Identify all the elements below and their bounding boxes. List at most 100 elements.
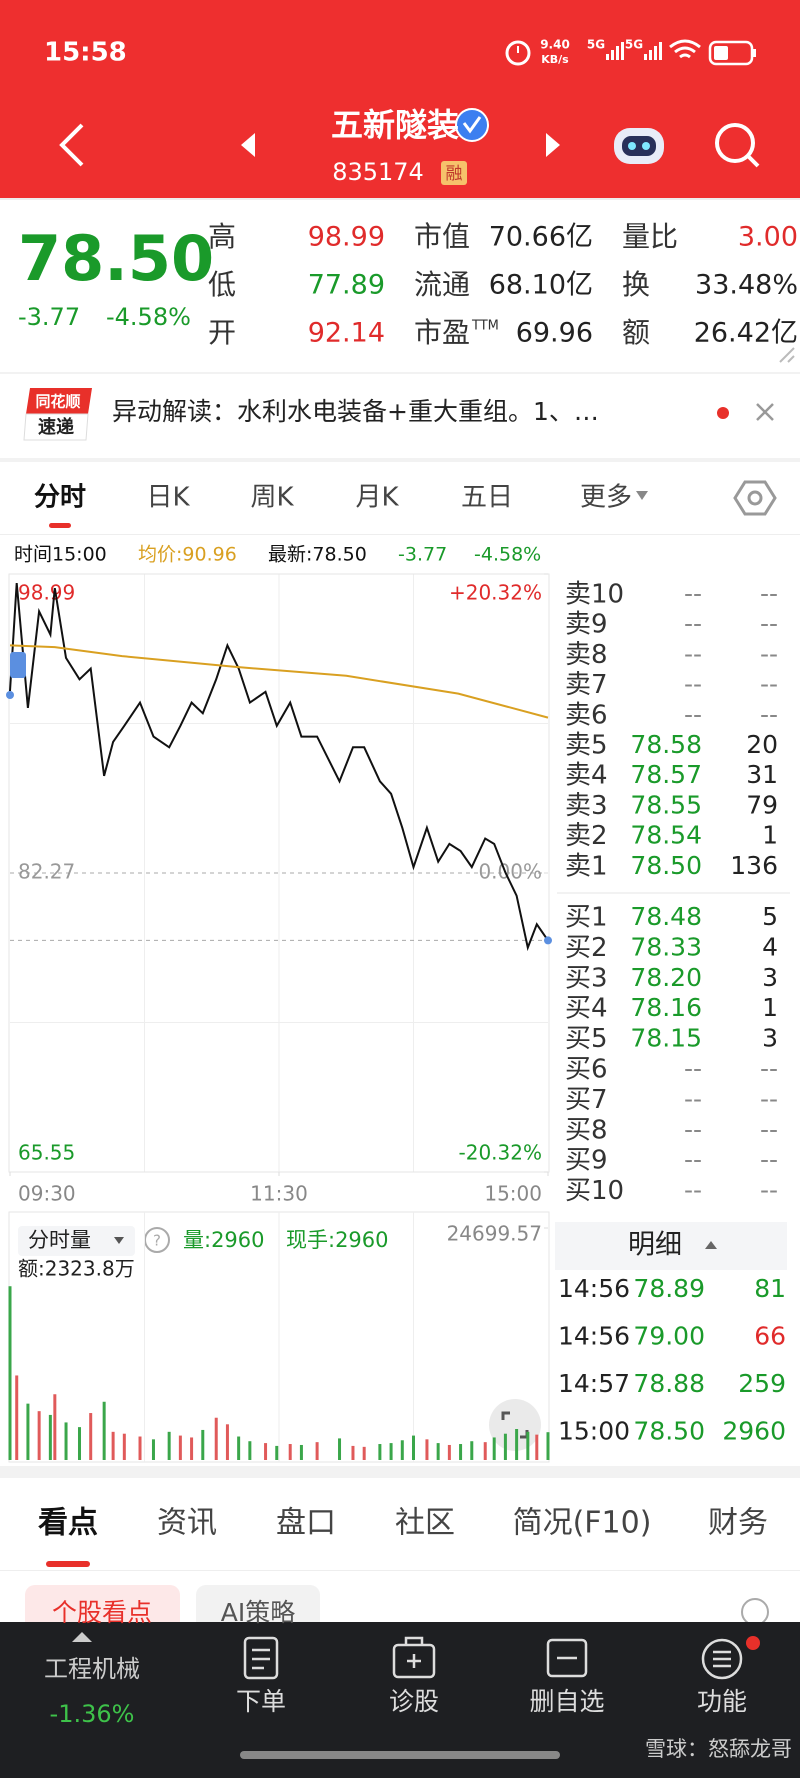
watermark: 雪球：怒舔龙哥 [645, 1737, 792, 1761]
volume-bar [288, 1444, 292, 1460]
expand-button[interactable] [489, 1399, 541, 1451]
network: 5G [625, 38, 643, 52]
book-volume: 3 [762, 1024, 778, 1053]
book-level: 卖3 [565, 791, 608, 821]
book-level: 卖6 [565, 700, 608, 730]
sub-tab-label: 个股看点 [52, 1598, 152, 1627]
book-volume: -- [760, 1115, 778, 1144]
x-tick-label: 09:30 [18, 1182, 76, 1206]
bottom-tab[interactable]: 看点 [38, 1506, 98, 1541]
book-level: 买10 [565, 1176, 624, 1206]
info-icon[interactable] [741, 1598, 769, 1626]
volume-bar [412, 1435, 415, 1460]
book-price: -- [684, 609, 702, 638]
volume-title: 分时量 [28, 1228, 91, 1252]
detail-price: 78.50 [633, 1417, 705, 1446]
detail-price: 78.89 [633, 1274, 705, 1303]
chart-tab[interactable]: 周K [250, 483, 294, 513]
volume-bar [178, 1435, 182, 1460]
stat-value: 68.10亿 [489, 270, 593, 301]
dropdown-arrow [114, 1237, 124, 1244]
nav-item[interactable]: 下单 [236, 1687, 286, 1716]
news-logo-top: 同花顺 [35, 393, 80, 411]
volume-bar [15, 1375, 19, 1460]
chart-tab[interactable]: 更多 [580, 483, 632, 513]
last-price: 78.50 [18, 222, 214, 295]
more-arrow [636, 491, 648, 500]
book-level: 买2 [565, 933, 608, 963]
volume-bar [151, 1439, 155, 1460]
book-price: 78.16 [630, 993, 702, 1022]
stat-label: 市盈 [414, 316, 470, 349]
volume-bar [400, 1440, 404, 1460]
book-level: 买5 [565, 1024, 608, 1054]
book-level: 卖9 [565, 610, 608, 640]
book-volume: -- [760, 1176, 778, 1205]
avg-line [9, 644, 549, 719]
book-volume: -- [760, 1084, 778, 1113]
stat-value: 98.99 [308, 222, 385, 253]
back-button[interactable] [59, 123, 84, 167]
volume-bar [26, 1403, 30, 1460]
chart-tab[interactable]: 五日 [461, 483, 513, 513]
volume-selector[interactable] [18, 1226, 135, 1256]
stat-label: 低 [208, 268, 236, 301]
stat-label: 高 [208, 220, 236, 253]
book-price: 78.58 [630, 730, 702, 759]
nav-item[interactable]: 删自选 [529, 1687, 604, 1716]
book-price: 78.20 [630, 963, 702, 992]
close-news[interactable] [756, 403, 774, 421]
book-price: -- [684, 1115, 702, 1144]
volume-bar [167, 1431, 171, 1460]
bottom-tab[interactable]: 财务 [708, 1506, 768, 1541]
prev-stock[interactable] [241, 133, 255, 157]
chart-tab[interactable]: 月K [355, 483, 399, 513]
nav-item[interactable]: 诊股 [389, 1687, 439, 1716]
volume-bar [237, 1436, 241, 1460]
book-price: 78.33 [630, 932, 702, 961]
detail-price: 79.00 [633, 1322, 705, 1351]
corner-mark [779, 347, 795, 363]
next-stock[interactable] [546, 133, 560, 157]
search-button[interactable] [715, 123, 760, 168]
chart-tab[interactable]: 分时 [34, 483, 86, 513]
book-price: -- [684, 670, 702, 699]
news-text: 异动解读：水利水电装备+重大重组。1、… [112, 397, 599, 426]
stat-value: 69.96 [516, 318, 593, 349]
info-latest: 最新:78.50 [268, 544, 367, 566]
volume-bar [526, 1431, 530, 1460]
volume-bar [64, 1422, 68, 1460]
book-level: 卖10 [565, 580, 624, 610]
detail-volume: 259 [738, 1369, 786, 1398]
book-volume: -- [760, 700, 778, 729]
book-volume: -- [760, 1054, 778, 1083]
chart-tab[interactable]: 日K [146, 483, 190, 513]
volume-bar [264, 1443, 268, 1460]
book-price: 78.50 [630, 851, 702, 880]
sector-change: -1.36% [50, 1700, 135, 1728]
book-level: 卖4 [565, 761, 608, 791]
bottom-tab[interactable]: 社区 [395, 1506, 455, 1541]
robot-icon[interactable] [614, 128, 664, 164]
nav-icons [243, 1636, 743, 1680]
book-volume: -- [760, 579, 778, 608]
unread-dot [717, 407, 729, 419]
volume-bar [470, 1441, 474, 1460]
volume-bar [315, 1442, 319, 1460]
detail-time: 15:00 [558, 1417, 630, 1446]
book-volume: -- [760, 1145, 778, 1174]
stat-value: 70.66亿 [489, 222, 593, 253]
stat-value: 26.42亿 [694, 318, 798, 349]
volume-bar [299, 1444, 303, 1460]
bottom-tab[interactable]: 盘口 [276, 1506, 336, 1541]
settings-icon[interactable] [733, 480, 777, 516]
volume-bar [37, 1411, 41, 1460]
bottom-tab[interactable]: 简况(F10) [513, 1506, 652, 1541]
bottom-tab[interactable]: 资讯 [157, 1506, 217, 1541]
book-level: 买1 [565, 903, 608, 933]
price-change-pct: -4.58% [106, 303, 191, 331]
book-price: 78.57 [630, 760, 702, 789]
book-level: 买8 [565, 1115, 608, 1145]
nav-item[interactable]: 功能 [697, 1687, 747, 1716]
